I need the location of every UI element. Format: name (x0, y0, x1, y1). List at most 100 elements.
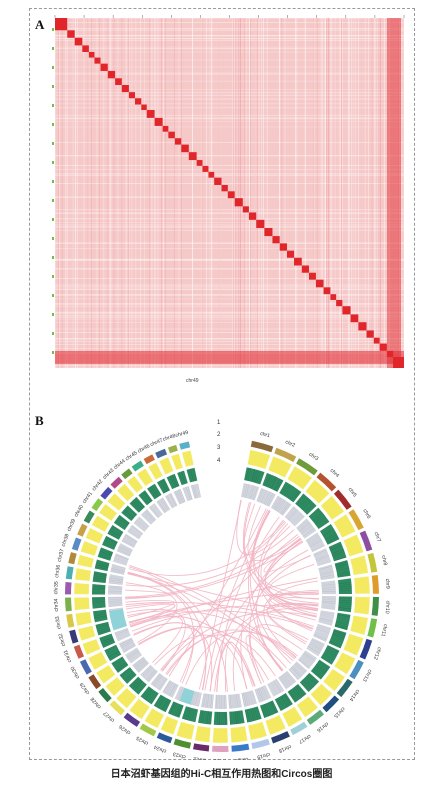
circos-chrom-label: chr45 (124, 450, 138, 462)
circos-track2-tick (338, 584, 352, 586)
circos-track2-tick (101, 544, 115, 551)
circos-track3-tick (129, 528, 141, 538)
circos-track2-chr16 (287, 683, 307, 703)
circos-track1-chr33 (74, 611, 93, 627)
circos-ideogram-chr20 (231, 743, 250, 752)
circos-link (209, 549, 309, 692)
circos-track3-tick (315, 629, 329, 636)
circos-track2-tick (161, 698, 169, 711)
circos-track3-chr21 (214, 694, 227, 709)
circos-track3-tick (252, 690, 258, 704)
circos-track2-tick (319, 659, 331, 668)
circos-ideogram-chr10 (371, 596, 379, 616)
circos-track3-tick (198, 692, 202, 707)
circos-chrom-label: chr46 (137, 443, 151, 454)
circos-track2-tick (313, 513, 324, 523)
circos-track3-tick (278, 677, 287, 690)
circos-track3-tick (303, 652, 315, 662)
circos-track2-tick (144, 688, 153, 700)
circos-track2-tick (287, 486, 295, 499)
circos-chrom-label: chr43 (102, 468, 116, 481)
circos-track2-chr20 (229, 710, 245, 725)
circos-track3-tick (245, 484, 250, 498)
circos-track2-tick (270, 476, 277, 489)
circos-track2-tick (158, 481, 166, 493)
circos-track2-tick (316, 664, 327, 673)
heatmap-diagonal-block (221, 184, 228, 192)
circos-track2-tick (118, 515, 130, 525)
circos-track2-tick (330, 547, 344, 553)
circos-track3-tick (319, 571, 334, 575)
circos-track3-tick (108, 587, 123, 589)
circos-track2-tick (290, 689, 299, 701)
circos-ideogram-chr22 (193, 743, 210, 752)
circos-track2-tick (255, 706, 260, 720)
circos-track2-tick (309, 509, 320, 519)
circos-track3-tick (259, 687, 265, 701)
circos-track2-tick (105, 537, 118, 544)
circos-track3-tick (156, 501, 165, 514)
circos-track2-tick (338, 586, 352, 588)
circos-track3-chr22 (200, 693, 214, 709)
circos-track2-tick (146, 488, 155, 500)
heatmap-left-marker (52, 218, 54, 221)
circos-track2-chr12 (328, 629, 347, 649)
circos-track3-chr2 (256, 488, 276, 507)
circos-track2-tick (247, 468, 252, 481)
circos-track2-tick (206, 711, 209, 725)
circos-chrom-label: chr9 (384, 578, 391, 589)
circos-track2-chr22 (198, 709, 213, 725)
circos-track3-tick (285, 507, 295, 519)
circos-track2-chr30 (104, 644, 122, 661)
circos-track2-tick (299, 497, 309, 508)
circos-chrom-label: chr11 (380, 623, 389, 637)
heatmap-diagonal-block (358, 322, 367, 331)
circos-track3-chr47 (173, 488, 186, 505)
circos-track2-tick (95, 622, 109, 626)
circos-ideogram-chr49 (179, 441, 191, 450)
circos-track3-tick (109, 579, 123, 582)
circos-track2-chr32 (95, 621, 111, 636)
circos-track2-tick (120, 667, 131, 677)
circos-ideogram-chr38 (71, 537, 82, 551)
circos-track3-tick (284, 672, 294, 685)
circos-ideogram-chr15 (322, 695, 340, 713)
circos-track2-tick (309, 672, 320, 682)
circos-track3-tick (172, 684, 179, 698)
circos-track3-tick (277, 500, 286, 513)
heatmap-diagonal-block (294, 257, 302, 266)
circos-ideogram-chr19 (251, 738, 270, 750)
circos-link (198, 499, 242, 690)
circos-track2-tick (300, 498, 310, 509)
circos-link (160, 534, 299, 671)
circos-track2-tick (313, 667, 325, 676)
heatmap-left-marker (52, 313, 54, 316)
heatmap-diagonal-block (168, 131, 175, 139)
circos-track3-highlight (109, 608, 127, 631)
circos-track3-tick (108, 603, 123, 606)
circos-link (129, 566, 228, 692)
circos-track3-chr29 (124, 647, 142, 664)
circos-link (125, 599, 175, 618)
circos-track2-tick (290, 489, 299, 501)
circos-track2-tick (269, 701, 275, 715)
circos-track3-tick (285, 671, 295, 683)
circos-track2-tick (172, 474, 178, 487)
circos-track3-tick (117, 635, 131, 642)
circos-track2-tick (175, 704, 181, 717)
circos-track2-tick (100, 637, 114, 643)
circos-link (126, 609, 186, 672)
circos-track3-tick (178, 489, 184, 503)
circos-track3-tick (108, 588, 123, 591)
heatmap-left-marker (52, 332, 54, 335)
circos-track2-tick (245, 467, 250, 481)
circos-track3-tick (310, 640, 324, 648)
circos-track1-chr49 (181, 450, 195, 468)
circos-track3-chr5 (296, 518, 317, 539)
circos-track3-tick (249, 485, 255, 500)
circos-track3-tick (169, 683, 176, 697)
circos-chrom-label: chr8 (380, 555, 388, 566)
circos-chrom-label: chr44 (113, 458, 127, 471)
circos-ideogram-chr17 (290, 721, 308, 736)
circos-track3-chr12 (313, 624, 332, 642)
